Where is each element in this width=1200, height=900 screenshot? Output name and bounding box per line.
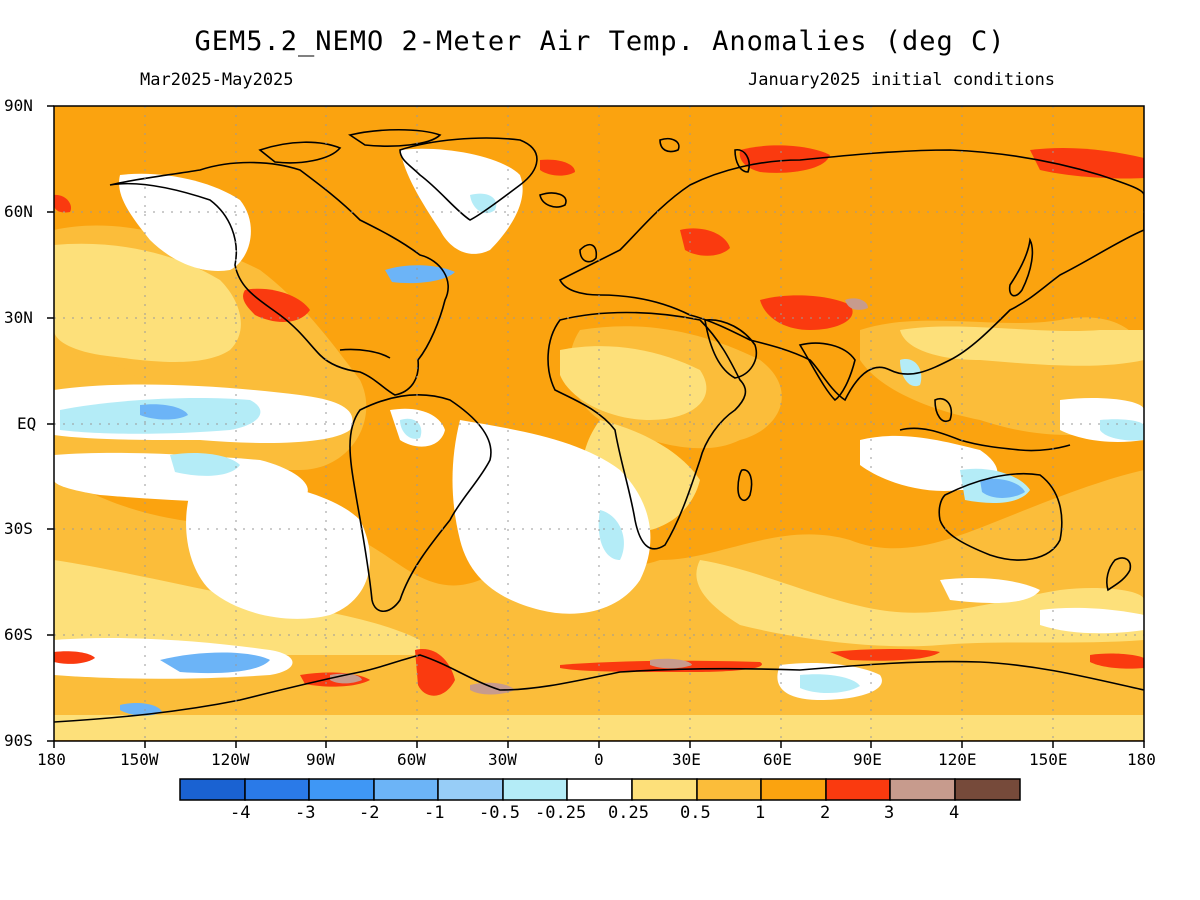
lon-label-150w: 150W xyxy=(120,750,159,769)
colorbar-swatch xyxy=(437,778,504,801)
forecast-period: Mar2025-May2025 xyxy=(140,70,294,90)
colorbar-label: 3 xyxy=(884,803,895,823)
colorbar-label: -2 xyxy=(359,803,380,823)
lon-label-60e: 60E xyxy=(763,750,792,769)
initial-conditions: January2025 initial conditions xyxy=(748,70,1056,90)
lon-label-120w: 120W xyxy=(211,750,250,769)
lon-label-180w: 180 xyxy=(37,750,66,769)
colorbar-swatch xyxy=(889,778,956,801)
colorbar-swatch xyxy=(502,778,568,801)
colorbar-swatch xyxy=(631,778,698,801)
anomaly-band-neg1 xyxy=(120,265,1025,716)
colorbar-label: -0.25 xyxy=(535,803,587,823)
colorbar-label: 1 xyxy=(755,803,766,823)
lon-label-120e: 120E xyxy=(938,750,977,769)
colorbar-label: -3 xyxy=(295,803,316,823)
colorbar-label: -0.5 xyxy=(479,803,520,823)
colorbar xyxy=(179,778,1021,801)
colorbar-label: -1 xyxy=(424,803,445,823)
colorbar-swatch xyxy=(373,778,439,801)
lat-label-30s: 30S xyxy=(4,519,33,538)
lon-label-150e: 150E xyxy=(1029,750,1068,769)
graticule xyxy=(54,106,1144,741)
lon-label-60w: 60W xyxy=(397,750,426,769)
coastlines xyxy=(54,128,1144,723)
lat-label-60s: 60S xyxy=(4,625,33,644)
colorbar-label: 0.5 xyxy=(680,803,711,823)
colorbar-swatch xyxy=(760,778,827,801)
lon-label-0: 0 xyxy=(594,750,604,769)
lon-label-30e: 30E xyxy=(672,750,701,769)
lon-label-30w: 30W xyxy=(488,750,517,769)
colorbar-swatch xyxy=(954,778,1021,801)
colorbar-label: -4 xyxy=(230,803,251,823)
lat-label-90s: 90S xyxy=(4,731,33,750)
lat-label-eq: EQ xyxy=(17,414,37,433)
lon-label-90w: 90W xyxy=(306,750,335,769)
colorbar-label: 2 xyxy=(820,803,831,823)
lat-label-60n: 60N xyxy=(4,202,33,221)
colorbar-swatch xyxy=(566,778,633,801)
colorbar-swatch xyxy=(696,778,762,801)
map-title: GEM5.2_NEMO 2-Meter Air Temp. Anomalies … xyxy=(194,26,1006,57)
lat-label-90n: 90N xyxy=(4,96,33,115)
colorbar-swatch xyxy=(308,778,375,801)
lon-label-90e: 90E xyxy=(853,750,882,769)
lat-label-30n: 30N xyxy=(4,308,33,327)
colorbar-label: 4 xyxy=(949,803,960,823)
lon-label-180e: 180 xyxy=(1127,750,1156,769)
colorbar-swatch xyxy=(825,778,891,801)
axis-ticks xyxy=(47,105,1145,748)
colorbar-swatch xyxy=(179,778,246,801)
colorbar-swatch xyxy=(244,778,310,801)
colorbar-label: 0.25 xyxy=(608,803,649,823)
